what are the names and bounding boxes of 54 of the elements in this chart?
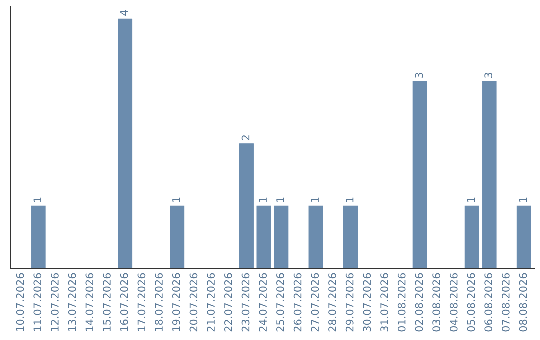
data-label: 4 [120,10,128,16]
bar [118,18,133,269]
x-tick-label: 14.07.2026 [86,273,94,332]
data-label: 1 [276,198,284,202]
x-tick-label: 02.08.2026 [415,273,424,332]
x-tick-label: 18.07.2026 [155,273,163,332]
data-label: 3 [484,73,493,78]
x-tick-label: 31.07.2026 [380,273,388,332]
x-tick-label: 06.08.2026 [484,273,493,332]
x-tick-label: 24.07.2026 [259,273,268,332]
x-tick-label: 03.08.2026 [432,273,440,332]
data-label: 1 [172,198,180,202]
x-tick-label: 23.07.2026 [242,273,250,332]
data-label: 1 [346,198,354,202]
data-label: 1 [467,198,476,202]
x-tick-label: 15.07.2026 [103,273,111,332]
data-label: 2 [242,136,250,140]
x-tick-label: 05.08.2026 [467,273,476,332]
bar [256,206,272,269]
x-tick-label: 29.07.2026 [346,273,354,332]
x-tick-label: 21.07.2026 [207,273,216,332]
data-label: 1 [34,198,42,202]
data-label: 1 [311,198,319,202]
bar [274,206,289,269]
x-tick-label: 27.07.2026 [311,273,320,332]
x-tick-label: 25.07.2026 [276,273,284,332]
x-tick-label: 17.07.2026 [138,273,146,332]
data-label: 1 [519,198,528,202]
x-tick-label: 30.07.2026 [363,273,372,332]
x-tick-label: 28.07.2026 [328,273,336,332]
data-label: 1 [259,198,267,202]
bar [412,81,428,269]
x-tick-label: 19.07.2026 [172,273,180,332]
x-tick-label: 01.08.2026 [398,273,406,332]
bar [31,206,46,269]
bar [464,206,480,269]
bar [516,206,532,269]
x-tick-label: 22.07.2026 [224,273,232,332]
x-tick-label: 26.07.2026 [294,273,302,332]
x-tick-label: 10.07.2026 [16,273,24,332]
data-label: 3 [415,73,424,78]
x-tick-label: 11.07.2026 [34,273,42,332]
x-tick-label: 16.07.2026 [120,273,128,332]
bar [170,206,185,269]
x-tick-label: 08.08.2026 [519,273,528,332]
x-tick-label: 07.08.2026 [502,273,510,332]
x-tick-label: 04.08.2026 [450,273,458,332]
bar [308,206,324,269]
bar [482,81,497,269]
x-tick-label: 13.07.2026 [68,273,76,332]
x-tick-label: 20.07.2026 [190,273,198,332]
bar [343,206,358,269]
bar [239,144,254,269]
x-tick-label: 12.07.2026 [51,273,59,332]
